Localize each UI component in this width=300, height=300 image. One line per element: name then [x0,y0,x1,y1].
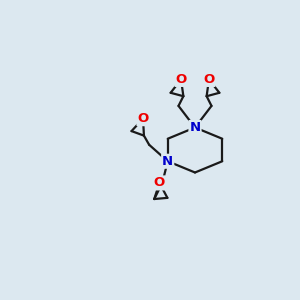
Text: O: O [203,73,214,86]
Text: O: O [176,73,187,86]
Text: N: N [162,155,173,168]
Text: O: O [154,176,165,189]
Text: N: N [189,121,201,134]
Text: O: O [137,112,149,125]
